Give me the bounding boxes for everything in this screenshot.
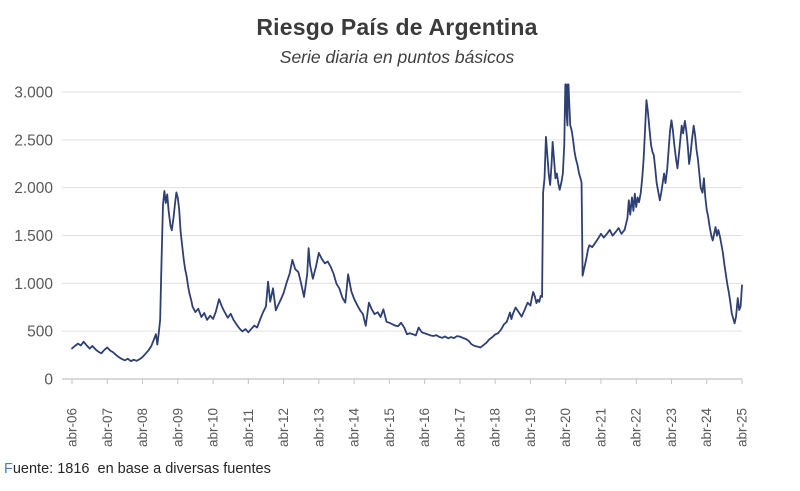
y-axis-label: 500 [27, 324, 53, 341]
x-axis-label: abr-07 [100, 408, 115, 447]
x-axis-label: abr-15 [382, 408, 397, 447]
x-axis-label: abr-09 [170, 408, 185, 447]
x-axis-label: abr-22 [629, 408, 644, 447]
x-axis-label: abr-23 [664, 408, 679, 447]
x-axis-label: abr-06 [65, 408, 80, 447]
series-line [71, 83, 743, 363]
x-axis-label: abr-20 [558, 408, 573, 447]
x-axis-label: abr-11 [241, 409, 256, 447]
x-axis-label: abr-18 [488, 408, 503, 447]
y-axis-label: 2.000 [14, 180, 53, 197]
y-axis-label: 1.000 [14, 276, 53, 293]
x-axis-label: abr-24 [699, 407, 714, 447]
source-note-first-letter: F [4, 461, 13, 477]
x-axis-label: abr-19 [523, 408, 538, 447]
x-axis-label: abr-12 [276, 408, 291, 447]
x-axis-label: abr-17 [452, 408, 467, 447]
y-axis-label: 3.000 [14, 85, 53, 102]
x-axis-label: abr-14 [347, 407, 362, 447]
y-axis-label: 2.500 [14, 132, 53, 149]
chart-title: Riesgo País de Argentina [256, 14, 538, 40]
x-axis-label: abr-08 [135, 408, 150, 447]
x-axis-label: abr-13 [311, 408, 326, 447]
x-axis-label: abr-21 [593, 408, 608, 447]
source-note-text: uente: 1816 en base a diversas fuentes [12, 461, 271, 477]
x-axis-label: abr-25 [735, 408, 750, 447]
source-note: Fuente: 1816 en base a diversas fuentes [4, 461, 271, 477]
chart-subtitle: Serie diaria en puntos básicos [279, 47, 515, 67]
x-axis-label: abr-10 [206, 408, 221, 447]
y-axis-label: 0 [44, 372, 53, 389]
x-axis-label: abr-16 [417, 408, 432, 447]
y-axis-label: 1.500 [14, 228, 53, 245]
